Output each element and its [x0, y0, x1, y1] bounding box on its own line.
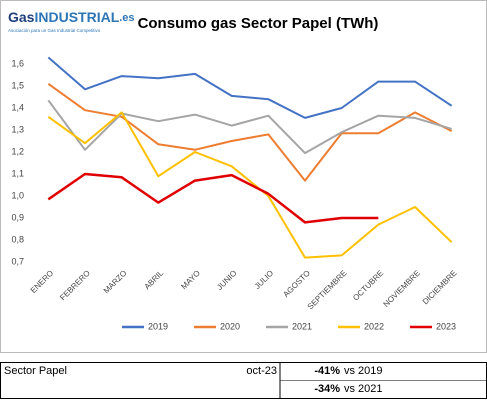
y-tick-label: 1,2 — [11, 146, 24, 156]
legend-label: 2023 — [436, 321, 456, 331]
y-tick-label: 0,9 — [11, 212, 24, 222]
legend-label: 2020 — [220, 321, 240, 331]
y-tick-label: 1,6 — [11, 58, 24, 68]
legend-label: 2022 — [364, 321, 384, 331]
legend-label: 2021 — [292, 321, 312, 331]
summary-period: oct-23 — [246, 365, 277, 377]
y-tick-label: 1,4 — [11, 102, 24, 112]
y-tick-label: 0,8 — [11, 234, 24, 244]
y-tick-label: 1,0 — [11, 190, 24, 200]
series-line — [47, 111, 453, 259]
summary-change: -34% — [314, 383, 340, 395]
logo-part: .es — [119, 12, 134, 24]
series-line — [47, 172, 379, 224]
logo-part: INDUSTRIAL — [34, 9, 119, 25]
series-line — [47, 99, 452, 155]
logo-part: Gas — [8, 9, 35, 25]
logo: GasINDUSTRIAL.es — [8, 9, 135, 25]
summary-sector: Sector Papel — [4, 365, 67, 377]
legend-label: 2019 — [148, 321, 168, 331]
summary-change: -41% — [314, 365, 340, 377]
y-tick-label: 1,5 — [11, 80, 24, 90]
y-tick-label: 0,7 — [11, 256, 24, 266]
summary-label: vs 2021 — [344, 383, 383, 395]
y-tick-label: 1,1 — [11, 168, 24, 178]
logo-tagline: Asociación para un Gas Industrial Compet… — [8, 28, 101, 33]
summary-label: vs 2019 — [344, 365, 383, 377]
y-tick-label: 1,3 — [11, 124, 24, 134]
series-line — [47, 82, 453, 182]
series-line — [47, 56, 453, 119]
chart-title: Consumo gas Sector Papel (TWh) — [138, 15, 379, 32]
